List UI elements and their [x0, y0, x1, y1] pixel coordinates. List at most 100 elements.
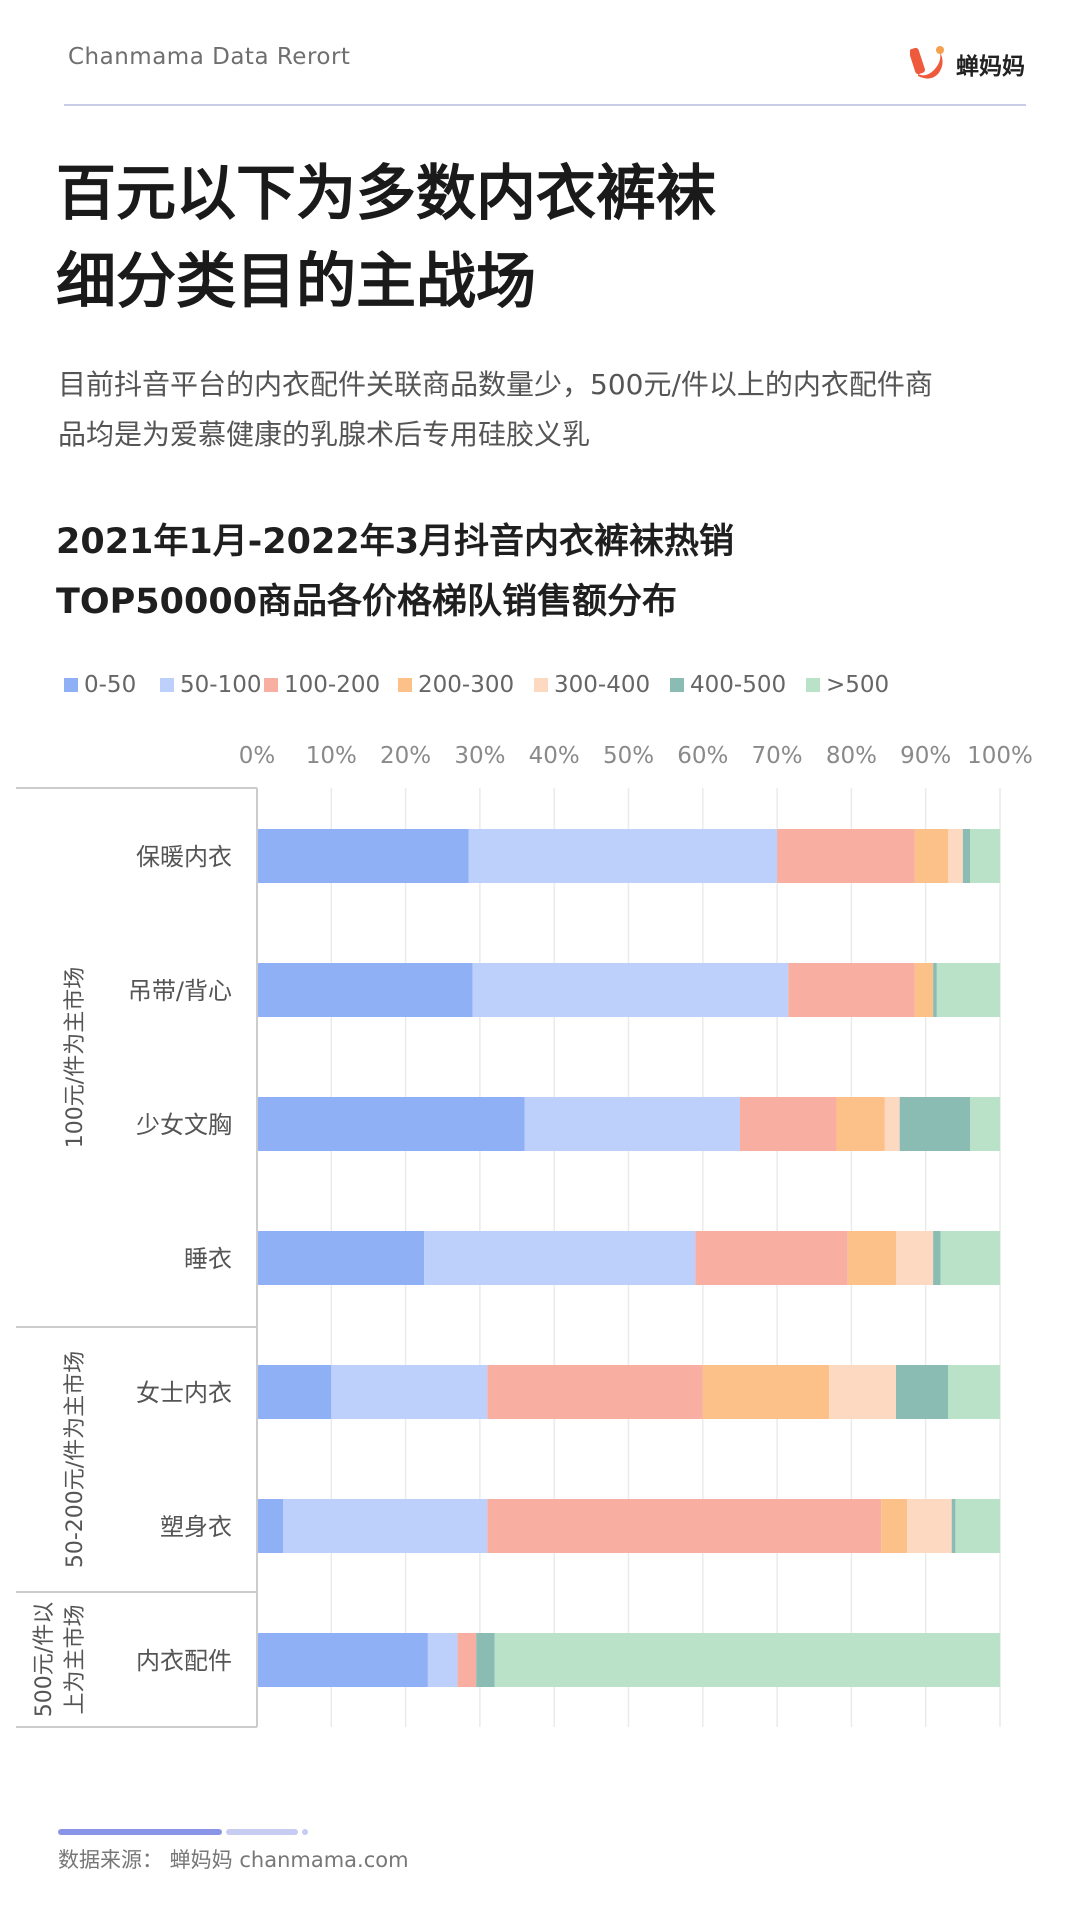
category-label: 塑身衣: [160, 1513, 232, 1541]
bar-segment: [947, 1365, 1000, 1419]
bar-segment: [487, 1365, 703, 1419]
x-tick-label: 50%: [603, 743, 654, 769]
page-subtitle: 目前抖音平台的内衣配件关联商品数量少，500元/件以上的内衣配件商 品均是为爱慕…: [58, 360, 1048, 460]
bar-segment: [494, 1633, 1000, 1687]
x-tick-label: 30%: [454, 743, 505, 769]
bar-segment: [970, 829, 1000, 883]
chart-title-line-2: TOP50000商品各价格梯队销售额分布: [56, 582, 678, 622]
page-subtitle-line-2: 品均是为爱慕健康的乳腺术后专用硅胶义乳: [58, 418, 591, 451]
category-label: 保暖内衣: [136, 843, 232, 871]
bar-segment: [970, 1097, 1000, 1151]
chanmama-logo-icon: [910, 46, 944, 79]
bar-segment: [895, 1231, 934, 1285]
bar-segment: [257, 1633, 428, 1687]
bar-segment: [695, 1231, 848, 1285]
legend-swatch: [806, 678, 820, 692]
bar-segment: [914, 963, 934, 1017]
x-tick-label: 90%: [900, 743, 951, 769]
page-title-line-2: 细分类目的主战场: [56, 247, 536, 317]
chart-title: 2021年1月-2022年3月抖音内衣裤袜热销 TOP50000商品各价格梯队销…: [56, 512, 1046, 632]
x-tick-label: 100%: [967, 743, 1033, 769]
bar-segment: [933, 963, 937, 1017]
legend-label: 50-100: [180, 672, 261, 698]
x-tick-label: 0%: [239, 743, 276, 769]
footer-accent-bar-dark: [58, 1829, 222, 1835]
legend-swatch: [534, 678, 548, 692]
header-divider: [64, 104, 1026, 106]
bar-segment: [702, 1365, 830, 1419]
group-label-line: 上为主市场: [63, 1604, 88, 1714]
legend-label: 0-50: [84, 672, 136, 698]
category-label: 少女文胸: [136, 1111, 232, 1139]
category-label: 女士内衣: [136, 1379, 232, 1407]
bar-segment: [257, 1231, 425, 1285]
legend-swatch: [160, 678, 174, 692]
group-label-line: 500元/件以: [32, 1602, 57, 1717]
brand-logo: 蝉妈妈: [910, 40, 1030, 84]
legend-label: 200-300: [418, 672, 514, 698]
bar-segment: [788, 963, 915, 1017]
bar-segment: [829, 1365, 896, 1419]
bar-segment: [283, 1499, 488, 1553]
legend-label: 400-500: [690, 672, 786, 698]
legend-label: >500: [826, 672, 889, 698]
bar-segment: [947, 829, 963, 883]
bar-segment: [457, 1633, 477, 1687]
x-tick-label: 60%: [677, 743, 728, 769]
x-tick-label: 10%: [306, 743, 357, 769]
group-label: 50-200元/件为主市场: [63, 1351, 88, 1568]
bar-segment: [914, 829, 948, 883]
bar-segment: [777, 829, 915, 883]
legend-label: 300-400: [554, 672, 650, 698]
report-name: Chanmama Data Rerort: [68, 44, 351, 70]
bar-segment: [847, 1231, 896, 1285]
bar-segment: [933, 1231, 941, 1285]
bar-segment: [257, 1097, 525, 1151]
x-tick-label: 20%: [380, 743, 431, 769]
bar-segment: [881, 1499, 908, 1553]
x-tick-label: 40%: [529, 743, 580, 769]
bar-segment: [940, 1231, 1000, 1285]
page-subtitle-line-1: 目前抖音平台的内衣配件关联商品数量少，500元/件以上的内衣配件商: [58, 368, 933, 401]
bar-segment: [907, 1499, 952, 1553]
page-title: 百元以下为多数内衣裤袜 细分类目的主战场: [56, 150, 1016, 326]
data-source: 数据来源： 蝉妈妈 chanmama.com: [58, 1848, 409, 1872]
bar-segment: [472, 963, 789, 1017]
bar-segment: [476, 1633, 495, 1687]
legend-label: 100-200: [284, 672, 380, 698]
footer-accent-bar-light: [226, 1829, 298, 1835]
legend-swatch: [64, 678, 78, 692]
bar-segment: [951, 1499, 956, 1553]
bar-segment: [962, 829, 971, 883]
bar-segment: [739, 1097, 837, 1151]
bar-segment: [884, 1097, 900, 1151]
bar-segment: [331, 1365, 488, 1419]
bar-segment: [468, 829, 778, 883]
bar-segment: [955, 1499, 1000, 1553]
bar-segment: [836, 1097, 885, 1151]
chart-title-line-1: 2021年1月-2022年3月抖音内衣裤袜热销: [56, 522, 735, 562]
bar-segment: [257, 829, 469, 883]
category-label: 睡衣: [184, 1245, 232, 1273]
bar-segment: [895, 1365, 948, 1419]
x-tick-label: 80%: [826, 743, 877, 769]
page-title-line-1: 百元以下为多数内衣裤袜: [56, 159, 716, 229]
bar-segment: [424, 1231, 696, 1285]
logo-text: 蝉妈妈: [956, 54, 1025, 80]
bar-segment: [524, 1097, 740, 1151]
bar-segment: [936, 963, 1000, 1017]
legend-swatch: [670, 678, 684, 692]
legend-swatch: [264, 678, 278, 692]
category-label: 吊带/背心: [128, 977, 232, 1005]
bar-segment: [257, 963, 473, 1017]
category-label: 内衣配件: [136, 1647, 232, 1675]
footer-accent-dot: [302, 1829, 308, 1835]
bar-segment: [257, 1365, 332, 1419]
bar-segment: [899, 1097, 971, 1151]
bar-segment: [257, 1499, 284, 1553]
x-tick-label: 70%: [752, 743, 803, 769]
legend-swatch: [398, 678, 412, 692]
bar-segment: [487, 1499, 882, 1553]
bar-segment: [427, 1633, 458, 1687]
